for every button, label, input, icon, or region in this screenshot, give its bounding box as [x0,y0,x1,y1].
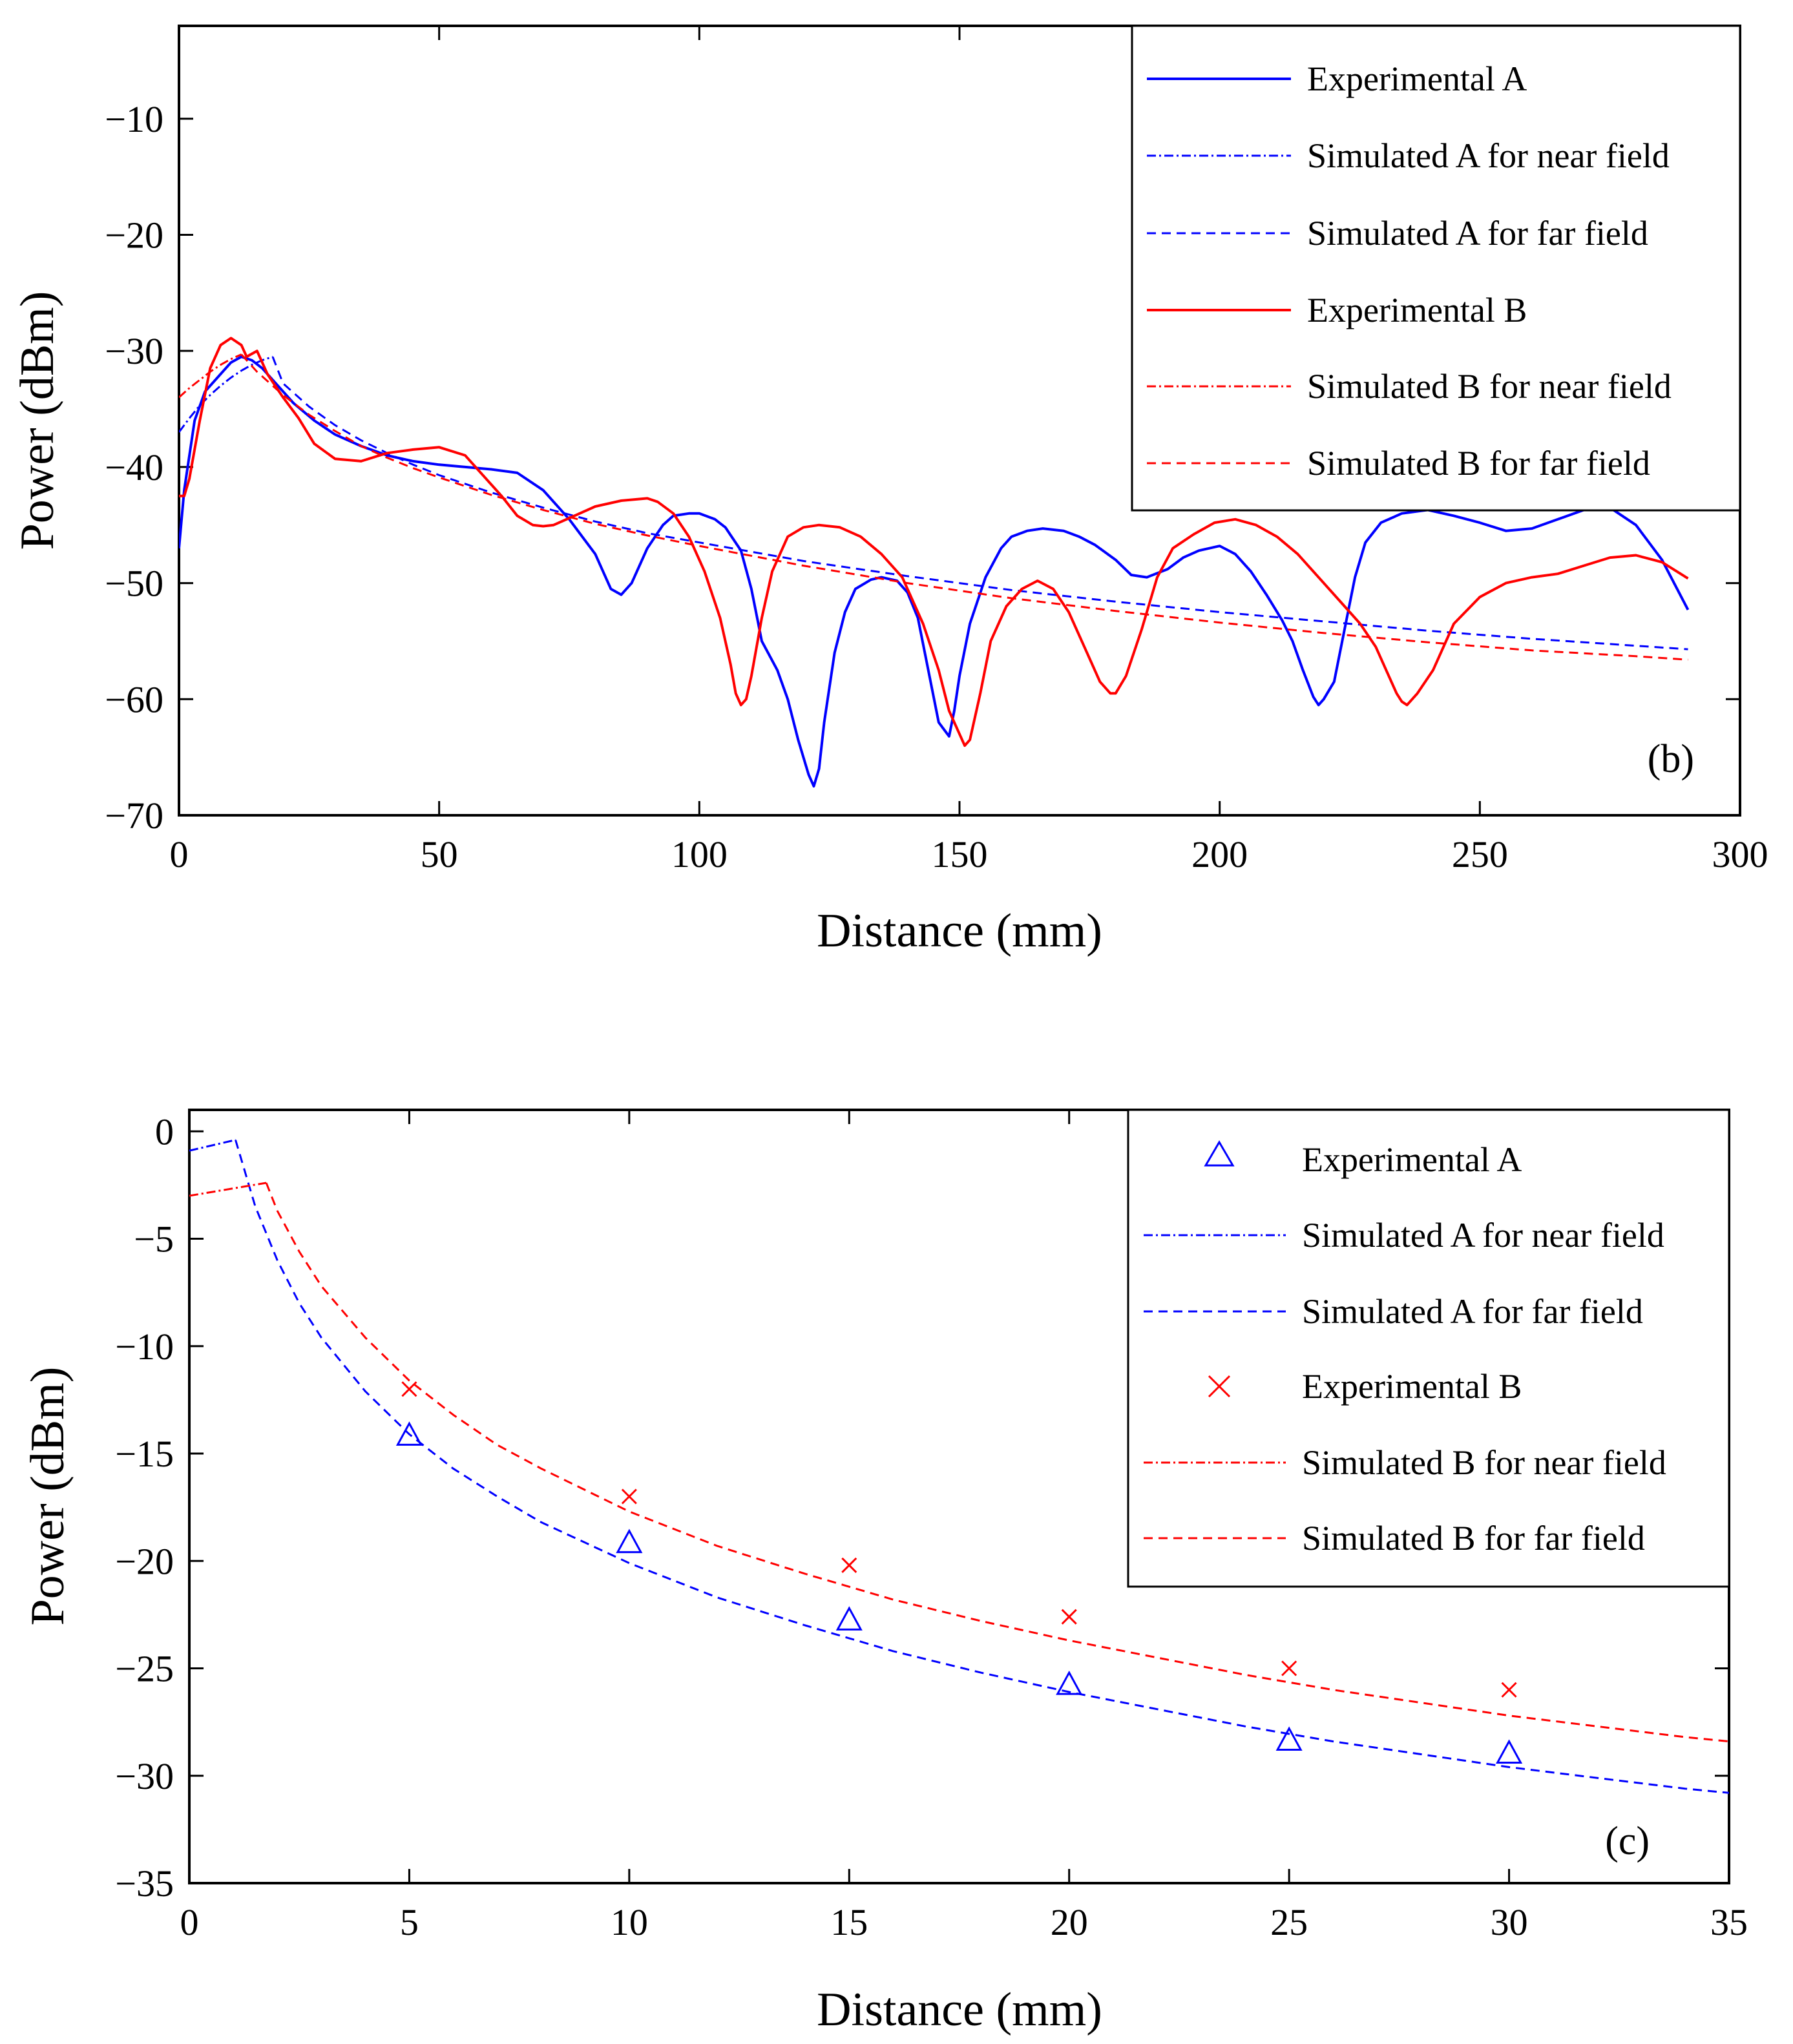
data-point-marker [1501,1682,1517,1698]
legend-label: Simulated A for near field [1307,136,1670,175]
legend-b: Experimental A Simulated A for near fiel… [1131,25,1741,512]
y-tick-label: −20 [115,1540,174,1582]
y-tick-label: −20 [105,214,163,256]
data-point-marker [1061,1609,1077,1625]
y-tick-label: −5 [134,1218,174,1260]
data-point-marker [401,1381,417,1397]
legend-swatch-triangle-marker [1204,1140,1235,1167]
x-tick-label: 35 [1710,1901,1748,1943]
legend-label: Simulated B for near field [1302,1443,1666,1482]
x-axis-label-c: Distance (mm) [817,1983,1102,2036]
y-tick-label: 0 [155,1111,174,1152]
chart-panel-b: 0 50 100 150 200 250 300−70−60−50−40−30−20−10 … [11,25,1768,957]
y-tick-label: −40 [105,446,163,488]
axis-ticks-c: 0 5 10 15 20 25 30 35 −35 −30 −25 −20 −15 −10 −5 0 [115,1110,1748,1943]
series-line-simulated-a-for-far-field [271,356,1688,651]
legend-box-c [1127,1109,1730,1588]
legend-box-b [1131,25,1741,512]
y-axis-label-c: Power (dBm) [21,1367,74,1626]
y-tick-label: −25 [115,1648,174,1690]
x-tick-label: 15 [830,1901,868,1943]
legend-c: Experimental A Simulated A for near fiel… [1127,1109,1730,1588]
data-point-marker [621,1488,637,1505]
x-tick-label: 250 [1452,833,1508,875]
legend-label: Simulated B for far field [1302,1519,1645,1558]
legend-entry: Simulated B for far field [1147,444,1650,483]
data-point-marker [1275,1726,1303,1751]
x-tick-label: 25 [1270,1901,1308,1943]
data-point-marker [841,1557,857,1573]
legend-entry: Experimental A [1147,59,1527,98]
legend-label: Simulated B for far field [1307,444,1650,483]
legend-label: Simulated B for near field [1307,367,1672,406]
legend-label: Experimental B [1307,291,1527,329]
legend-entry: Simulated A for near field [1147,136,1670,175]
x-tick-label: 0 [180,1901,199,1943]
series-line-simulated-b-for-far-field [240,353,1688,661]
x-tick-label: 50 [421,833,458,875]
legend-entry: Experimental B [1208,1367,1522,1406]
panel-label-b: (b) [1648,737,1694,781]
legend-label: Experimental B [1302,1367,1522,1406]
panel-label-c: (c) [1605,1819,1650,1863]
x-axis-label-b: Distance (mm) [817,904,1102,957]
y-tick-label: −50 [105,563,163,605]
x-tick-label: 20 [1051,1901,1088,1943]
y-tick-label: −10 [105,98,163,140]
y-tick-label: −10 [115,1326,174,1368]
legend-swatch-x-marker [1208,1375,1231,1398]
x-tick-label: 0 [170,833,189,875]
legend-entry: Simulated B for near field [1144,1443,1666,1482]
series-line-experimental-a [179,355,1690,788]
legend-label: Experimental A [1302,1140,1522,1179]
chart-panel-c: 0 5 10 15 20 25 30 35−35−30−25−20−15−10−50 (c) … [21,1109,1748,2036]
x-tick-label: 150 [932,833,988,875]
legend-entry: Experimental B [1147,291,1527,329]
series-line-simulated-a-for-far-field [235,1140,1729,1794]
data-point-marker [835,1606,863,1631]
series-line-simulated-a-for-near-field [189,1139,236,1152]
y-axis-label-b: Power (dBm) [11,291,64,550]
y-tick-label: −35 [115,1862,174,1904]
y-tick-label: −30 [105,330,163,372]
y-tick-label: −30 [115,1755,174,1797]
x-tick-label: 10 [611,1901,648,1943]
legend-entry: Simulated B for near field [1147,367,1672,406]
x-tick-label: 200 [1191,833,1248,875]
series-experimental-a [395,1421,1523,1764]
legend-label: Simulated A for near field [1302,1216,1664,1255]
series-line-simulated-b-for-near-field [189,1182,267,1197]
series-group-c [189,1139,1729,1794]
data-point-marker [395,1421,423,1446]
data-point-marker [1281,1660,1297,1676]
series-experimental-b [401,1381,1517,1698]
x-tick-label: 30 [1491,1901,1528,1943]
legend-entry: Simulated A for far field [1144,1292,1643,1331]
data-point-marker [1496,1739,1523,1764]
data-point-marker [1056,1670,1083,1695]
series-group-b [179,337,1690,788]
series-line-experimental-b [179,337,1689,747]
x-tick-label: 5 [400,1901,419,1943]
legend-label: Simulated A for far field [1302,1292,1643,1331]
legend-entry: Simulated A for near field [1144,1216,1664,1255]
y-tick-label: −15 [115,1433,174,1475]
x-tick-label: 300 [1712,833,1768,875]
legend-label: Experimental A [1307,59,1527,98]
y-tick-label: −70 [105,795,163,837]
series-line-simulated-b-for-near-field [179,353,242,399]
x-tick-label: 100 [671,833,728,875]
legend-entry: Simulated A for far field [1147,214,1648,253]
data-point-marker [616,1528,643,1554]
axis-ticks-b: 0 50 100 150 200 250 300 −70 −60 −50 −40 −30 −20 −10 [105,26,1768,875]
legend-label: Simulated A for far field [1307,214,1648,253]
series-line-simulated-a-for-near-field [179,355,273,433]
y-tick-label: −60 [105,678,163,720]
legend-entry: Experimental A [1204,1140,1522,1179]
series-line-simulated-b-for-far-field [265,1182,1729,1743]
legend-entry: Simulated B for far field [1144,1519,1645,1558]
